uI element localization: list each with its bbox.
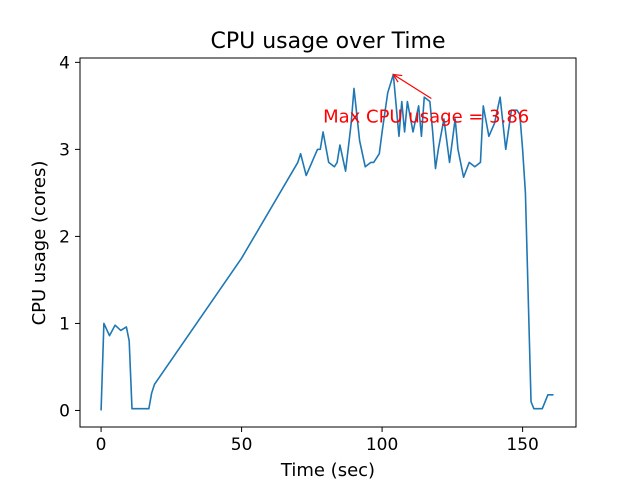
annotation-text: Max CPU usage = 3.86: [323, 107, 529, 128]
y-tick-label: 3: [59, 140, 70, 160]
max-annotation: Max CPU usage = 3.86: [323, 73, 529, 128]
x-tick-label: 0: [96, 435, 107, 455]
y-tick-label: 4: [59, 53, 70, 73]
plot-data-layer: [100, 73, 554, 411]
y-tick-label: 2: [59, 227, 70, 247]
annotation-arrow-shaft: [393, 74, 432, 100]
y-axis-ticks: 0 1 2 3 4: [59, 53, 80, 421]
x-axis-label: Time (sec): [280, 460, 375, 480]
x-axis-ticks: 0 50 100 150: [96, 427, 539, 455]
series-line-0: [100, 73, 554, 411]
y-axis-label: CPU usage (cores): [29, 161, 50, 326]
plot-frame: [79, 57, 577, 428]
x-tick-label: 100: [366, 435, 398, 455]
annotation-arrow-head: [392, 73, 403, 83]
x-tick-label: 150: [506, 435, 538, 455]
chart-title: CPU usage over Time: [211, 29, 446, 54]
y-tick-label: 1: [59, 314, 70, 334]
x-tick-label: 50: [231, 435, 253, 455]
y-tick-label: 0: [59, 401, 70, 421]
